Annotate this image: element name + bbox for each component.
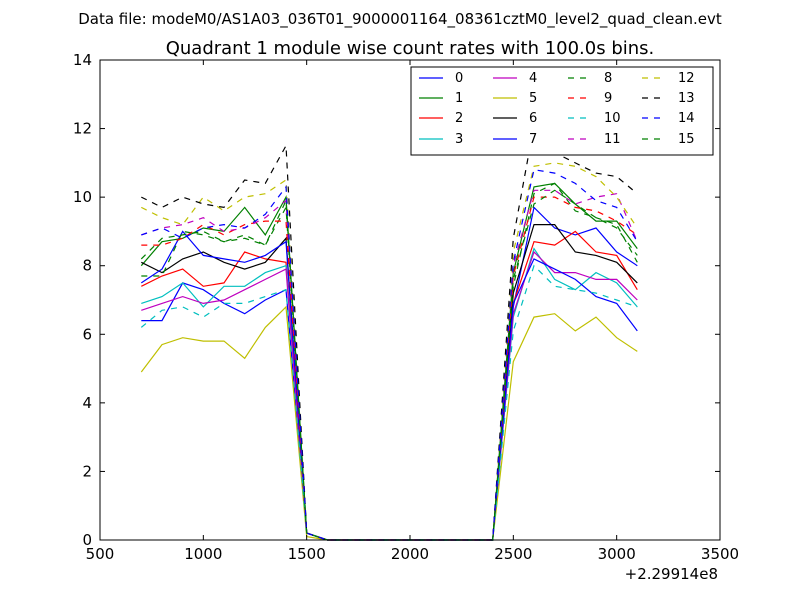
legend-label-6: 6 bbox=[529, 111, 537, 126]
y-tick-label: 12 bbox=[73, 120, 92, 138]
x-tick-label: 2500 bbox=[494, 545, 532, 563]
y-tick-label: 6 bbox=[82, 325, 92, 343]
legend-label-13: 13 bbox=[678, 91, 695, 106]
chart-title: Quadrant 1 module wise count rates with … bbox=[166, 38, 655, 59]
y-tick-label: 10 bbox=[73, 188, 92, 206]
series-line-14 bbox=[141, 169, 638, 541]
y-tick-label: 2 bbox=[82, 462, 92, 480]
legend-label-14: 14 bbox=[678, 111, 695, 126]
legend-label-3: 3 bbox=[455, 132, 463, 147]
x-offset-label: +2.29914e8 bbox=[625, 565, 718, 583]
legend-label-0: 0 bbox=[455, 71, 463, 86]
legend-label-1: 1 bbox=[455, 91, 463, 106]
y-tick-label: 4 bbox=[82, 394, 92, 412]
legend-label-5: 5 bbox=[529, 91, 537, 106]
x-tick-label: 2000 bbox=[391, 545, 429, 563]
x-tick-label: 1000 bbox=[184, 545, 222, 563]
x-tick-label: 500 bbox=[86, 545, 115, 563]
y-tick-label: 0 bbox=[82, 531, 92, 549]
y-tick-label: 14 bbox=[73, 51, 92, 69]
legend-label-2: 2 bbox=[455, 111, 463, 126]
legend-label-4: 4 bbox=[529, 71, 537, 86]
legend-label-7: 7 bbox=[529, 132, 537, 147]
legend-label-9: 9 bbox=[604, 91, 612, 106]
series-line-9 bbox=[141, 196, 638, 541]
x-axis: 500 1000 1500 2000 2500 3000 3500 bbox=[86, 60, 739, 563]
legend-label-15: 15 bbox=[678, 132, 695, 147]
legend-label-10: 10 bbox=[604, 111, 621, 126]
legend-label-12: 12 bbox=[678, 71, 695, 86]
y-tick-label: 8 bbox=[82, 257, 92, 275]
x-tick-label: 3000 bbox=[598, 545, 636, 563]
series-line-8 bbox=[141, 182, 638, 541]
x-tick-label: 1500 bbox=[288, 545, 326, 563]
x-tick-label: 3500 bbox=[701, 545, 739, 563]
legend-label-11: 11 bbox=[604, 132, 621, 147]
legend-frame bbox=[410, 66, 714, 156]
datafile-label: Data file: modeM0/AS1A03_036T01_90000011… bbox=[78, 10, 722, 29]
legend-label-8: 8 bbox=[604, 71, 612, 86]
